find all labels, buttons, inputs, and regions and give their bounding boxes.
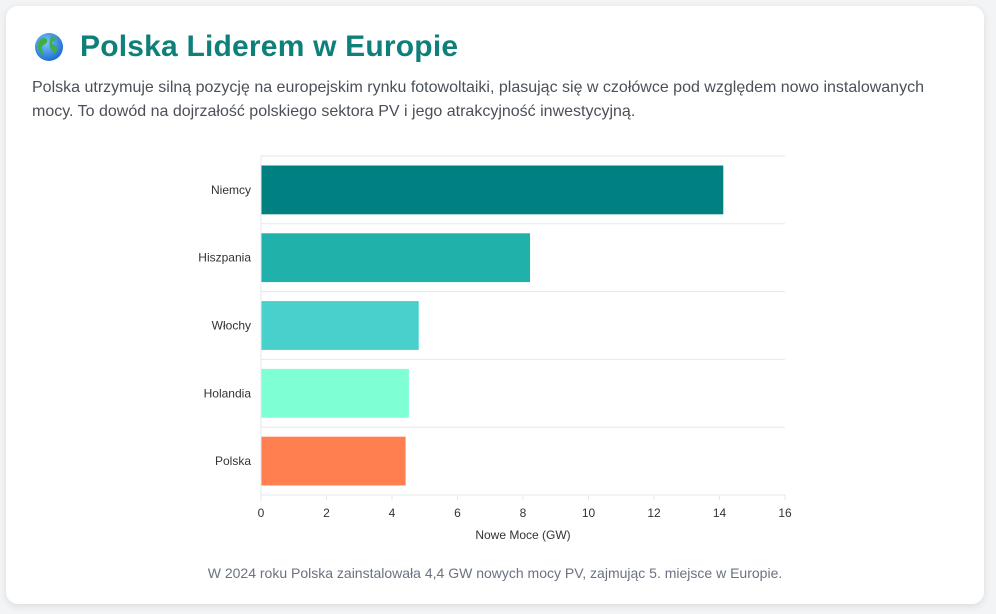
page-title: Polska Liderem w Europie — [80, 30, 459, 63]
x-tick-label: 14 — [713, 506, 727, 520]
x-tick-label: 8 — [520, 506, 527, 520]
x-axis-title: Nowe Moce (GW) — [475, 528, 570, 542]
x-tick-label: 6 — [454, 506, 461, 520]
bar-niemcy — [261, 165, 724, 215]
description-text: Polska utrzymuje silną pozycję na europe… — [32, 79, 924, 120]
category-label: Włochy — [212, 319, 251, 333]
chart-card: Polska Liderem w Europie Polska utrzymuj… — [6, 6, 984, 604]
bar-włochy — [261, 301, 419, 350]
bar-holandia — [261, 368, 409, 418]
x-tick-label: 10 — [582, 506, 596, 520]
x-tick-label: 2 — [323, 506, 330, 520]
bar-hiszpania — [261, 233, 531, 283]
bar-polska — [261, 436, 406, 486]
category-label: Niemcy — [211, 183, 251, 197]
chart-caption: W 2024 roku Polska zainstalowała 4,4 GW … — [207, 565, 783, 581]
category-label: Polska — [215, 454, 251, 468]
globe-icon — [35, 33, 63, 61]
title-row: Polska Liderem w Europie — [34, 30, 458, 64]
x-tick-label: 0 — [258, 506, 265, 520]
category-label: Holandia — [204, 386, 252, 400]
bar-chart: Niemcy Hiszpania Włochy Holandia Polska 0 2 4 6 8… — [6, 6, 984, 604]
category-label: Hiszpania — [198, 251, 251, 265]
x-tick-label: 16 — [778, 506, 792, 520]
x-tick-label: 12 — [647, 506, 661, 520]
x-tick-label: 4 — [389, 506, 396, 520]
chart-svg: Niemcy Hiszpania Włochy Holandia Polska 0 2 4 6 8… — [198, 155, 792, 542]
